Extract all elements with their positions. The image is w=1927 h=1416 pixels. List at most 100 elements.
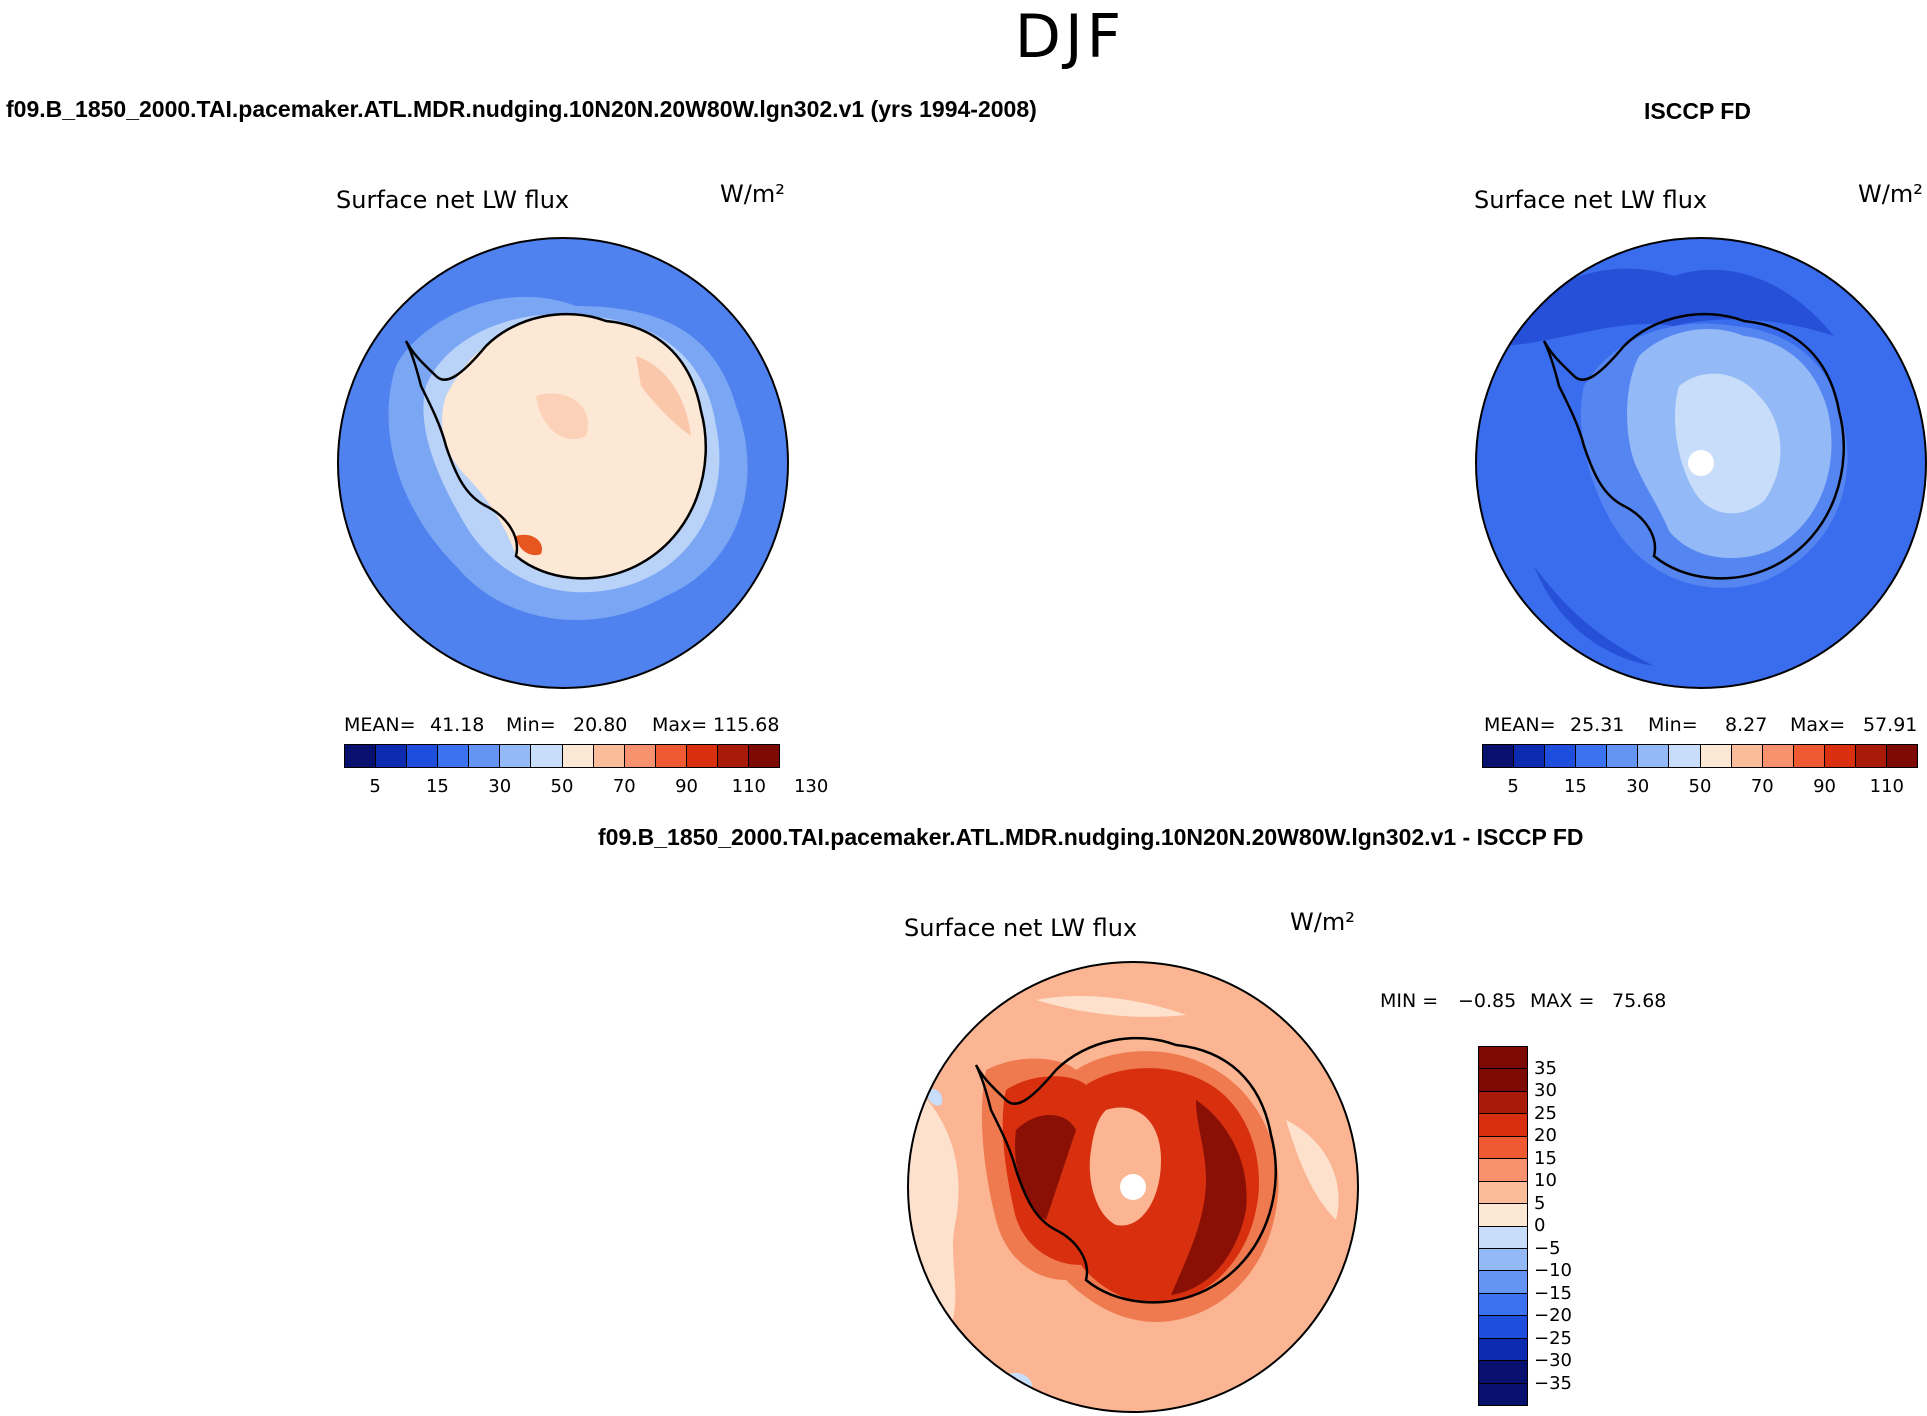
obs-colorbar-swatch (1854, 745, 1887, 767)
diff-colorbar-tick: 15 (1534, 1147, 1557, 1169)
diff-colorbar-tick: 30 (1534, 1080, 1557, 1101)
diff-coastline (974, 1036, 1278, 1304)
model-mean-label: MEAN= (344, 714, 416, 736)
obs-dark-band (1494, 268, 1834, 346)
model-max-label: Max= (652, 714, 708, 736)
model-colorbar-tick: 15 (425, 776, 449, 797)
model-continent-fill (442, 314, 706, 579)
model-colorbar (344, 744, 780, 768)
obs-colorbar-swatch (1575, 745, 1607, 767)
obs-units-label: W/m² (1858, 180, 1923, 208)
model-colorbar-tick: 110 (731, 776, 767, 797)
obs-colorbar-swatch (1761, 745, 1793, 767)
diff-min-label: MIN = (1380, 990, 1439, 1012)
diff-deep-core-2 (1171, 1100, 1247, 1295)
obs-colorbar-tick: 50 (1688, 776, 1712, 797)
obs-colorbar-tick: 110 (1869, 776, 1905, 797)
model-colorbar-swatch (499, 745, 531, 767)
model-colorbar-tick: 70 (612, 776, 636, 797)
diff-colorbar-tick: 35 (1534, 1057, 1557, 1079)
diff-colorbar-tick: −30 (1534, 1350, 1572, 1371)
diff-colorbar-swatch (1479, 1315, 1527, 1338)
model-colorbar-swatch (685, 745, 717, 767)
diff-colorbar-tick: 0 (1534, 1215, 1546, 1236)
obs-colorbar-swatch (1483, 745, 1514, 767)
model-colorbar-swatch (748, 745, 780, 767)
diff-colorbar-swatch (1479, 1270, 1527, 1293)
model-map (337, 237, 789, 689)
diff-deep-core (1015, 1115, 1076, 1220)
page-title: DJF (1014, 2, 1126, 72)
model-colorbar-swatch (345, 745, 376, 767)
model-panel-header: f09.B_1850_2000.TAI.pacemaker.ATL.MDR.nu… (6, 96, 1037, 122)
diff-light-patch-3 (1036, 995, 1186, 1017)
model-colorbar-tick: 90 (675, 776, 699, 797)
diff-colorbar-tick: 10 (1534, 1170, 1557, 1191)
diff-colorbar-swatch (1479, 1360, 1527, 1383)
model-warm-patch (636, 356, 691, 436)
diff-inner-light (1089, 1107, 1161, 1226)
obs-colorbar (1482, 744, 1918, 768)
diff-colorbar-tick: −15 (1534, 1282, 1572, 1304)
model-colorbar-ticks: 5 15 30 50 70 90 110 130 (344, 776, 828, 800)
obs-map (1475, 237, 1927, 689)
obs-colorbar-swatch (1730, 745, 1762, 767)
model-colorbar-tick: 130 (793, 776, 829, 797)
model-colorbar-swatch (561, 745, 593, 767)
obs-colorbar-tick: 5 (1507, 776, 1519, 797)
obs-colorbar-swatch (1886, 745, 1918, 767)
diff-cool-patch (926, 1088, 943, 1106)
model-colorbar-swatch (375, 745, 407, 767)
model-colorbar-swatch (623, 745, 655, 767)
model-colorbar-swatch (406, 745, 438, 767)
diff-colorbar-swatch (1479, 1292, 1527, 1316)
model-coastline (404, 312, 708, 580)
obs-panel-header: ISCCP FD (1644, 98, 1751, 124)
diff-colorbar-swatch (1479, 1135, 1527, 1159)
diff-field-label: Surface net LW flux (904, 914, 1138, 942)
diff-colorbar-tick: 20 (1534, 1125, 1557, 1146)
obs-continent-inner (1674, 373, 1781, 514)
model-warm-patch-2 (536, 393, 588, 440)
model-colorbar-swatch (530, 745, 562, 767)
diff-colorbar-tick: −5 (1534, 1237, 1561, 1259)
obs-map-border (1475, 237, 1927, 689)
obs-colorbar-swatch (1544, 745, 1576, 767)
obs-pole-hole (1688, 450, 1714, 476)
model-colorbar-tick: 5 (369, 776, 381, 797)
obs-colorbar-swatch (1668, 745, 1700, 767)
diff-light-patch-2 (1286, 1120, 1339, 1220)
diff-colorbar-swatch (1479, 1203, 1527, 1226)
obs-colorbar-tick: 90 (1813, 776, 1837, 797)
diff-colorbar-swatch (1479, 1113, 1527, 1136)
obs-colorbar-swatch (1606, 745, 1638, 767)
model-colorbar-swatch (654, 745, 686, 767)
diff-colorbar-ticks: 35 30 25 20 15 10 5 0 −5 −10 −15 −20 −25 −30 −35 (1534, 1046, 1614, 1406)
diff-colorbar-swatch (1479, 1225, 1527, 1248)
obs-colorbar-tick: 15 (1563, 776, 1587, 797)
model-mean-value: 41.18 (430, 714, 485, 736)
obs-colorbar-swatch (1513, 745, 1545, 767)
diff-colorbar-tick: −25 (1534, 1327, 1572, 1349)
diff-min-value: −0.85 (1458, 990, 1517, 1012)
diff-panel-header: f09.B_1850_2000.TAI.pacemaker.ATL.MDR.nu… (598, 824, 1584, 850)
diff-colorbar (1478, 1046, 1528, 1406)
diff-colorbar-swatch (1479, 1382, 1527, 1405)
diff-colorbar-swatch (1479, 1337, 1527, 1361)
model-min-value: 20.80 (573, 714, 628, 736)
diff-colorbar-tick: 5 (1534, 1192, 1546, 1214)
model-map-border (337, 237, 789, 689)
diff-colorbar-tick: 25 (1534, 1102, 1557, 1124)
model-colorbar-swatch (468, 745, 500, 767)
obs-colorbar-swatch (1699, 745, 1731, 767)
obs-coastline (1542, 312, 1846, 580)
obs-min-label: Min= (1648, 714, 1698, 736)
diff-colorbar-swatch (1479, 1158, 1527, 1181)
obs-colorbar-tick: 70 (1750, 776, 1774, 797)
diff-colorbar-swatch (1479, 1068, 1527, 1091)
model-colorbar-swatch (716, 745, 749, 767)
diff-colorbar-tick: −35 (1534, 1372, 1572, 1394)
diff-colorbar-swatch (1479, 1180, 1527, 1204)
obs-colorbar-swatch (1823, 745, 1855, 767)
obs-max-label: Max= (1790, 714, 1846, 736)
